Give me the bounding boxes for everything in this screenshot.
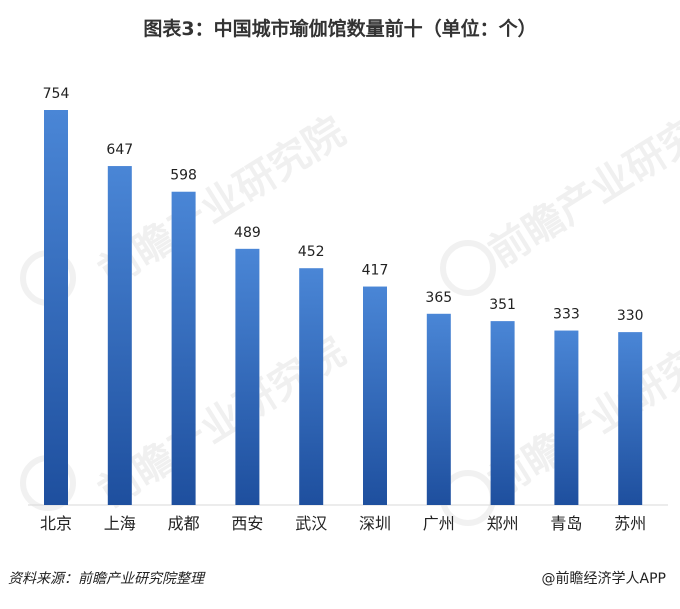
source-note: 资料来源：前瞻产业研究院整理 xyxy=(8,571,204,587)
bar-8 xyxy=(490,321,515,505)
category-label-4: 西安 xyxy=(231,514,263,533)
brand-note: @前瞻经济学人APP xyxy=(541,571,666,587)
bar-7 xyxy=(426,313,451,505)
bar-6 xyxy=(363,286,387,505)
category-label-3: 成都 xyxy=(168,514,200,533)
data-label-6: 417 xyxy=(362,263,389,279)
data-label-7: 365 xyxy=(425,290,452,306)
data-label-4: 489 xyxy=(234,225,261,241)
bar-3 xyxy=(171,191,196,506)
category-label-9: 青岛 xyxy=(550,514,582,533)
bar-1 xyxy=(44,110,68,505)
data-label-8: 351 xyxy=(489,297,516,313)
data-label-1: 754 xyxy=(43,86,70,102)
bar-4 xyxy=(235,248,260,505)
data-label-9: 333 xyxy=(553,307,580,323)
bar-chart: 754 北京 647 上海 598 成都 489 西安 452 武汉 417 深圳 365 广州 351 郑州… xyxy=(28,86,668,533)
category-label-2: 上海 xyxy=(104,514,136,533)
chart-title: 图表3：中国城市瑜伽馆数量前十（单位：个） xyxy=(143,18,537,40)
category-label-10: 苏州 xyxy=(614,514,646,533)
bar-10 xyxy=(618,332,643,505)
bar-9 xyxy=(554,330,579,505)
category-label-5: 武汉 xyxy=(295,514,327,533)
category-label-1: 北京 xyxy=(40,514,72,533)
data-label-5: 452 xyxy=(298,244,325,260)
category-label-7: 广州 xyxy=(423,514,455,533)
data-label-3: 598 xyxy=(170,168,197,184)
category-label-6: 深圳 xyxy=(359,514,391,533)
category-label-8: 郑州 xyxy=(487,514,519,533)
data-label-2: 647 xyxy=(106,142,133,158)
bar-2 xyxy=(107,166,132,505)
bar-5 xyxy=(299,268,324,505)
data-label-10: 330 xyxy=(617,308,644,324)
